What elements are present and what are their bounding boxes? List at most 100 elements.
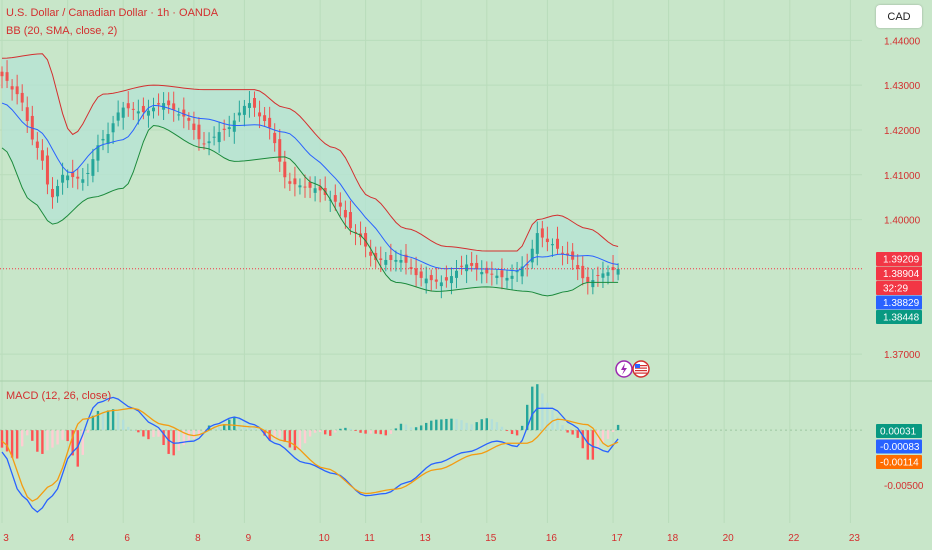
macd-histogram-bar [450, 418, 453, 431]
price-badge-text: 1.38448 [883, 313, 920, 324]
macd-histogram-bar [15, 430, 19, 459]
time-tick-label: 17 [611, 533, 623, 544]
candle-body [56, 186, 60, 197]
candle-body [45, 155, 49, 185]
candle-body [611, 267, 615, 271]
time-tick-label: 8 [195, 533, 201, 544]
candle-body [76, 176, 80, 179]
candle-body [121, 107, 125, 118]
macd-histogram-bar [238, 418, 241, 431]
macd-histogram-bar [435, 419, 438, 431]
macd-histogram-bar [510, 430, 514, 435]
candle-body [131, 108, 135, 110]
time-tick-label: 20 [723, 533, 735, 544]
candle-body [399, 259, 403, 263]
candle-body [581, 265, 585, 279]
event-icons[interactable] [615, 360, 650, 378]
macd-histogram-bar [379, 430, 382, 435]
candle-body [288, 181, 292, 184]
macd-histogram-bar [66, 430, 69, 442]
macd-histogram-bar [349, 428, 352, 431]
macd-histogram-bar [389, 430, 393, 434]
candle-body [424, 278, 428, 284]
macd-pane [0, 380, 932, 513]
candle-body [202, 143, 206, 145]
macd-histogram-bar [132, 430, 135, 431]
macd-histogram-bar [81, 430, 84, 455]
candle-body [197, 124, 201, 140]
candle-body [510, 275, 514, 279]
macd-histogram-bar [374, 430, 377, 434]
macd-histogram-bar [0, 430, 4, 448]
macd-histogram-bar [61, 430, 64, 440]
macd-histogram-bar [273, 430, 276, 440]
time-tick-label: 6 [124, 533, 130, 544]
candle-body [5, 72, 9, 81]
candle-body [258, 112, 262, 117]
candle-body [556, 238, 559, 249]
candle-body [490, 273, 494, 275]
axes: 1.44000 1.43000 1.42000 1.41000 1.40000 1.370… [3, 36, 924, 544]
candle-body [51, 188, 54, 198]
candle-body [111, 123, 115, 133]
macd-badge [876, 424, 922, 438]
macd-histogram-bar [581, 430, 584, 449]
macd-histogram-bar [318, 430, 322, 433]
macd-histogram-bar [440, 419, 443, 431]
candle-body [136, 111, 140, 114]
macd-histogram-bar [217, 426, 221, 431]
candle-body [187, 118, 191, 121]
macd-histogram-bar [596, 430, 600, 450]
macd-histogram-bar [21, 430, 24, 447]
macd-histogram-bar [551, 409, 554, 431]
price-badge [876, 310, 922, 324]
currency-button[interactable]: CAD [876, 5, 922, 28]
macd-histogram-bar [56, 430, 59, 445]
lightning-icon [621, 363, 627, 375]
macd-histogram-bar [308, 430, 312, 437]
macd-badge [876, 439, 922, 454]
candle-body [182, 109, 186, 117]
macd-label[interactable]: MACD (12, 26, close) [6, 390, 112, 402]
candle-body [152, 107, 155, 112]
axis-labels: 1.39209 1.38904 32:29 1.38829 1.38448 0.00031… [876, 252, 922, 469]
macd-histogram-bar [116, 412, 120, 431]
macd-histogram-bar [490, 419, 494, 431]
candle-body [535, 233, 539, 254]
macd-histogram-bar [430, 420, 433, 431]
macd-histogram-bar [147, 430, 150, 440]
time-tick-label: 3 [3, 533, 9, 544]
macd-histogram-bar [324, 430, 327, 435]
macd-histogram-bar [556, 416, 559, 431]
candle-body [455, 270, 458, 278]
us-flag-icon [635, 365, 647, 367]
candle-body [303, 186, 307, 188]
candle-body [414, 268, 418, 276]
candle-body [500, 270, 504, 278]
price-badge-text: 32:29 [883, 284, 908, 295]
candle-body [338, 202, 342, 207]
macd-histogram-bar [576, 430, 579, 438]
macd-histogram-bar [546, 402, 549, 431]
macd-histogram-bar [263, 430, 266, 436]
candle-body [116, 112, 120, 121]
candle-body [379, 258, 383, 260]
macd-histogram-bar [101, 412, 105, 431]
candle-body [232, 120, 236, 132]
candle-body [222, 128, 226, 130]
macd-histogram-bar [26, 430, 29, 436]
candle-body [242, 105, 246, 115]
macd-histogram-bar [152, 430, 155, 437]
macd-histogram-bar [394, 428, 398, 431]
candle-body [616, 268, 620, 275]
macd-histogram-bar [293, 430, 297, 451]
bollinger-bands-label[interactable]: BB (20, SMA, close, 2) [6, 25, 118, 37]
time-tick-label: 10 [319, 533, 331, 544]
macd-histogram-bar [197, 430, 201, 437]
macd-histogram-bar [258, 429, 261, 431]
candle-body [66, 175, 70, 181]
macd-line [1, 396, 619, 513]
candle-body [318, 186, 322, 191]
macd-histogram-bar [520, 425, 524, 431]
